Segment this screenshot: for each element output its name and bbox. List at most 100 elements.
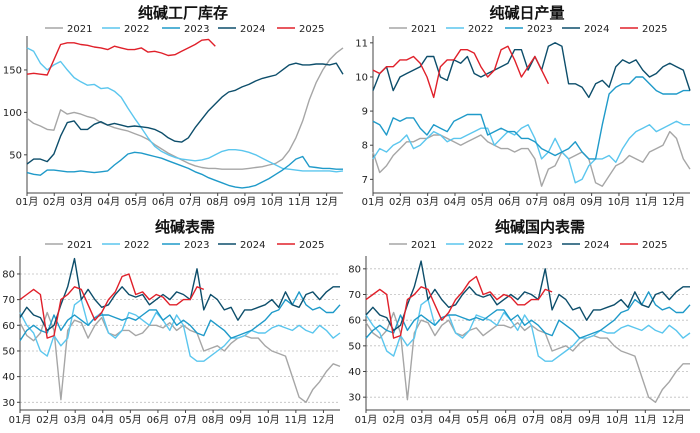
x-tick-label: 11月	[288, 196, 311, 208]
x-tick-label: 11月	[634, 414, 657, 426]
series-line-2021	[19, 311, 341, 403]
x-tick-label: 01月	[16, 196, 39, 208]
legend-label-2024: 2024	[584, 24, 609, 35]
x-tick-label: 07月	[179, 196, 202, 208]
series-line-2021	[365, 311, 690, 403]
x-tick-label: 07月	[522, 414, 545, 426]
x-tick-label: 09月	[580, 196, 603, 208]
x-tick-label: 04月	[438, 414, 461, 426]
legend-label-2023: 2023	[527, 24, 552, 35]
x-tick-label: 02月	[43, 196, 66, 208]
x-tick-label: 05月	[125, 196, 148, 208]
series-line-2024	[372, 42, 691, 99]
legend-label-2022: 2022	[468, 240, 493, 251]
x-tick-label: 09月	[578, 414, 601, 426]
series-line-2021	[26, 47, 344, 170]
x-tick-label: 03月	[416, 196, 439, 208]
series-line-2023	[19, 291, 341, 342]
series-line-2025	[365, 275, 553, 339]
legend-label-2024: 2024	[240, 240, 265, 251]
legend-label-2022: 2022	[124, 24, 149, 35]
x-tick-label: 04月	[91, 414, 114, 426]
chart-title: 纯碱表需	[155, 218, 215, 236]
y-tick-label: 80	[348, 264, 361, 275]
legend-label-2021: 2021	[67, 240, 92, 251]
x-tick-label: 12月	[662, 196, 685, 208]
x-tick-label: 12月	[662, 414, 685, 426]
chart-panel-3: 纯碱表需 30 40 50 60 70 80 01月 02月 03月 04月 05月 06月 07月 08月…	[2, 218, 341, 426]
x-tick-label: 12月	[312, 414, 335, 426]
y-tick-label: 30	[2, 398, 15, 409]
x-tick-label: 11月	[635, 196, 658, 208]
legend-label-2025: 2025	[299, 240, 324, 251]
y-tick-label: 80	[2, 269, 15, 280]
x-tick-label: 05月	[471, 196, 494, 208]
x-tick-label: 10月	[257, 414, 280, 426]
legend-label-2023: 2023	[184, 24, 209, 35]
x-tick-label: 10月	[606, 414, 629, 426]
x-tick-label: 04月	[444, 196, 467, 208]
chart-title: 纯碱工厂库存	[138, 4, 228, 22]
x-tick-label: 10月	[608, 196, 631, 208]
y-tick-label: 50	[2, 346, 15, 357]
y-tick-label: 50	[348, 341, 361, 352]
x-tick-label: 03月	[70, 196, 93, 208]
chart-panel-1: 纯碱工厂库存 50 100 150 01月 02月 03月 04月 05月 06月 07月 08月 09…	[3, 4, 344, 208]
y-tick-label: 10	[355, 72, 368, 83]
series-line-2024	[365, 260, 690, 332]
x-tick-label: 02月	[36, 414, 59, 426]
series-line-2023	[365, 291, 691, 339]
legend-label-2021: 2021	[411, 24, 436, 35]
x-tick-label: 06月	[147, 414, 170, 426]
x-tick-label: 10月	[261, 196, 284, 208]
y-tick-label: 40	[2, 372, 15, 383]
y-tick-label: 60	[2, 321, 15, 332]
y-tick-label: 7	[362, 175, 368, 186]
x-tick-label: 06月	[498, 196, 521, 208]
series-line-2024	[26, 62, 344, 165]
series-line-2025	[19, 273, 205, 339]
y-tick-label: 70	[348, 290, 361, 301]
x-tick-label: 08月	[202, 414, 225, 426]
x-tick-label: 04月	[97, 196, 120, 208]
x-tick-label: 05月	[466, 414, 489, 426]
x-tick-label: 12月	[315, 196, 338, 208]
series-line-2022	[372, 120, 690, 184]
y-tick-label: 70	[2, 295, 15, 306]
y-tick-label: 50	[9, 150, 22, 161]
y-tick-label: 60	[348, 316, 361, 327]
series-line-2023	[26, 151, 343, 189]
y-tick-label: 8	[362, 141, 368, 152]
y-tick-label: 40	[348, 367, 361, 378]
x-tick-label: 08月	[206, 196, 229, 208]
legend-label-2024: 2024	[240, 24, 265, 35]
legend-label-2025: 2025	[642, 240, 667, 251]
x-tick-label: 09月	[229, 414, 252, 426]
legend-label-2023: 2023	[184, 240, 209, 251]
y-tick-label: 9	[362, 107, 368, 118]
x-tick-label: 02月	[389, 196, 412, 208]
chart-title: 纯碱国内表需	[495, 218, 585, 236]
series-line-2024	[19, 257, 340, 332]
series-line-2025	[372, 45, 550, 99]
series-line-2023	[372, 76, 690, 160]
chart-title: 纯碱日产量	[489, 4, 564, 22]
x-tick-label: 07月	[174, 414, 197, 426]
y-tick-label: 11	[355, 38, 368, 49]
x-tick-label: 11月	[284, 414, 307, 426]
legend-label-2022: 2022	[124, 240, 149, 251]
series-line-2022	[26, 47, 344, 173]
legend-label-2025: 2025	[642, 24, 667, 35]
x-tick-label: 08月	[550, 414, 573, 426]
y-tick-label: 150	[3, 65, 22, 76]
x-tick-label: 08月	[553, 196, 576, 208]
legend-label-2021: 2021	[67, 24, 92, 35]
x-tick-label: 09月	[234, 196, 257, 208]
x-tick-label: 07月	[526, 196, 549, 208]
legend-label-2025: 2025	[299, 24, 324, 35]
series-line-2021	[372, 130, 691, 187]
legend-label-2021: 2021	[411, 240, 436, 251]
legend-label-2024: 2024	[584, 240, 609, 251]
